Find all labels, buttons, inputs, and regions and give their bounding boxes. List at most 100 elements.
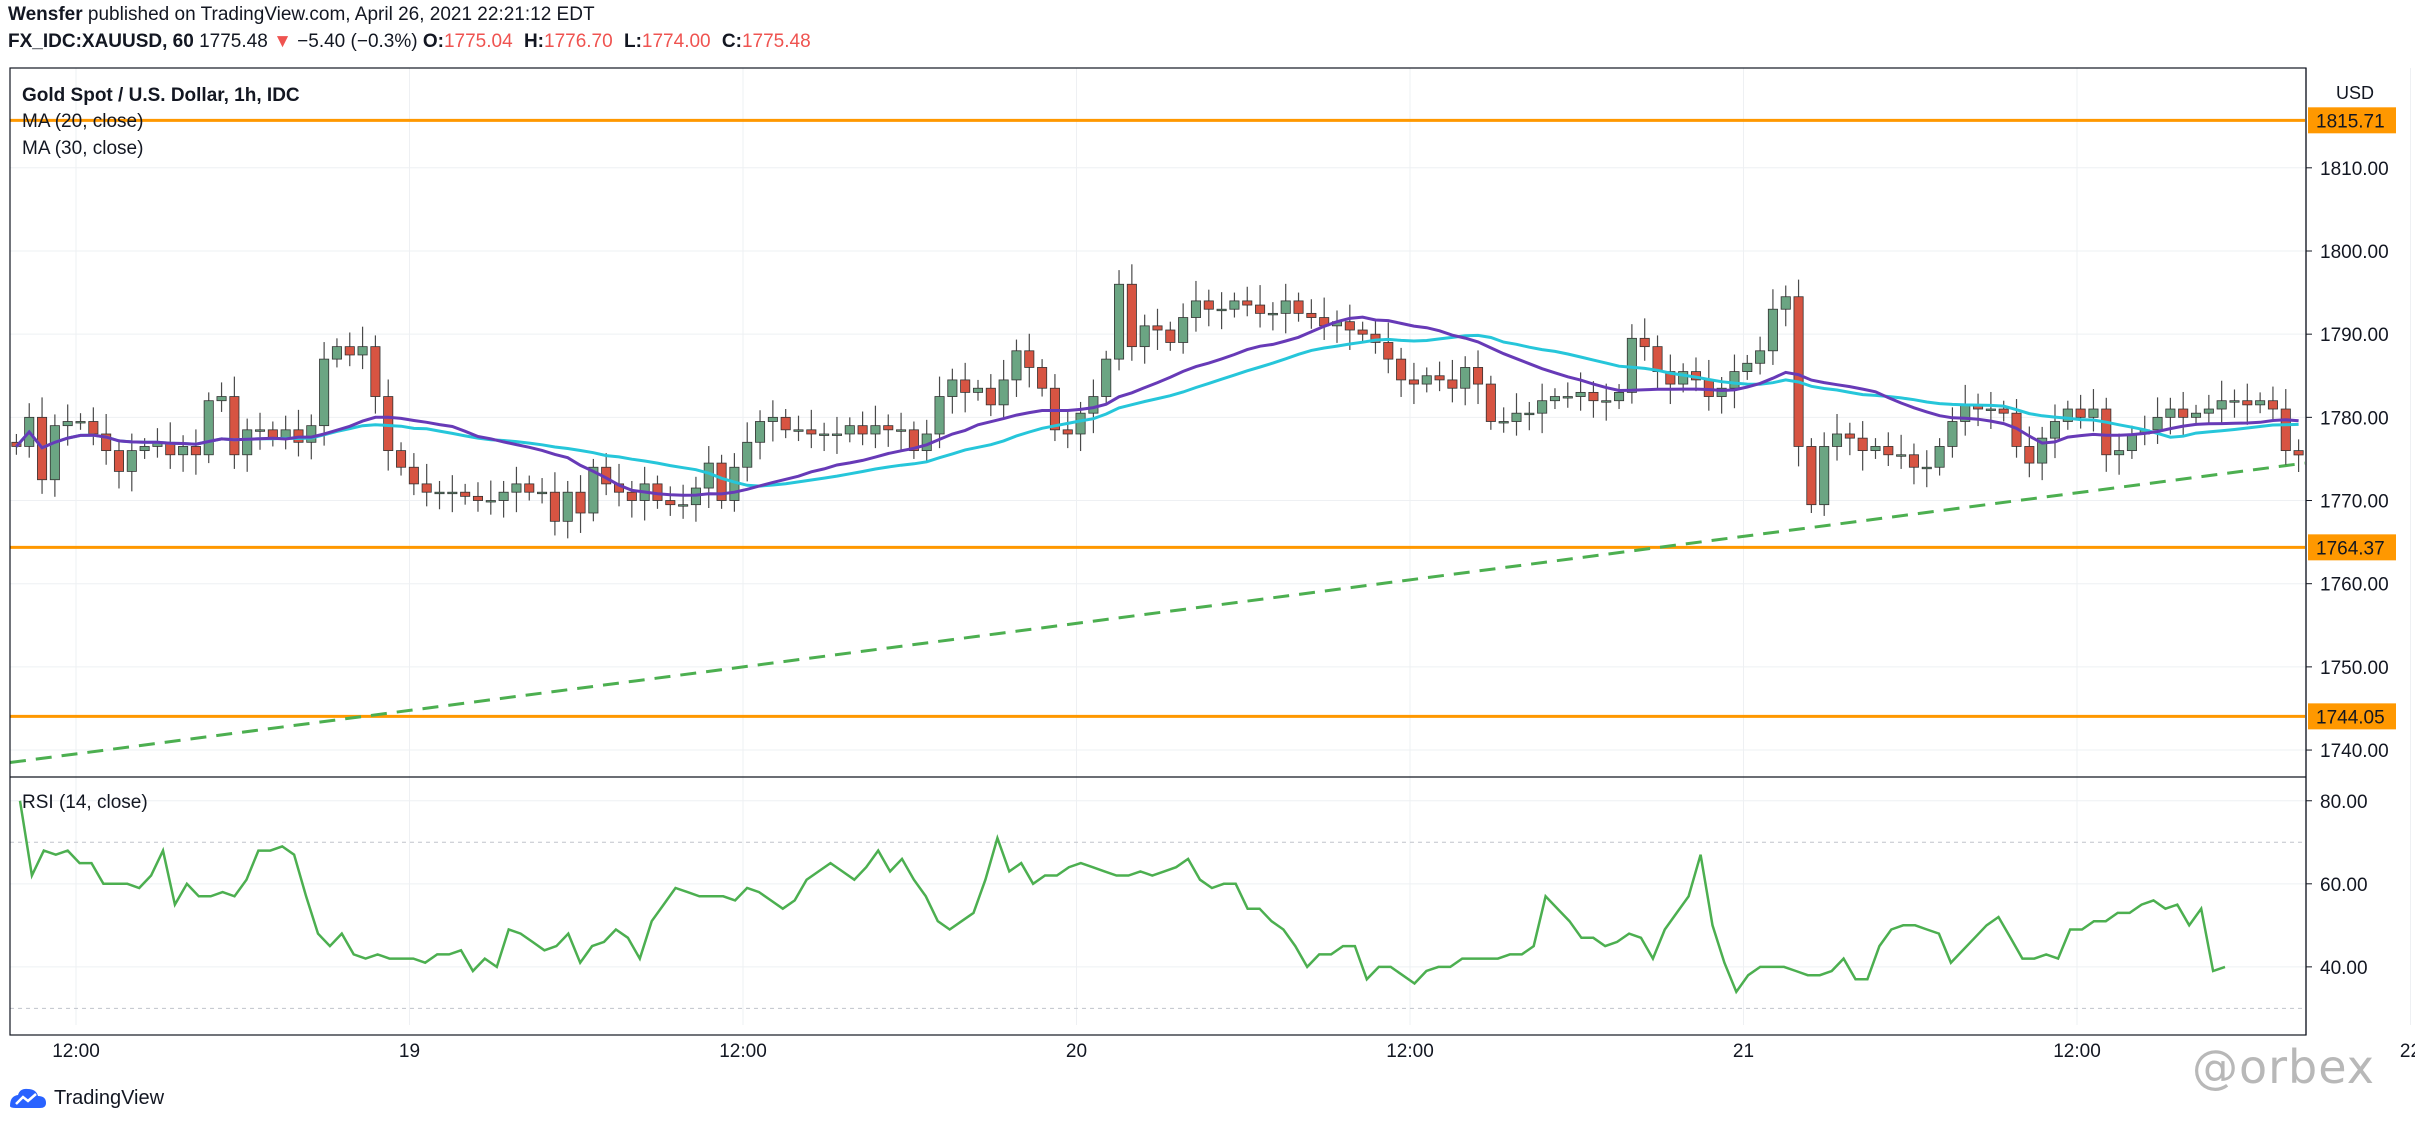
candle-body: [1716, 387, 1727, 397]
candle-body: [1896, 454, 1907, 457]
tradingview-name: TradingView: [54, 1086, 165, 1109]
candle-body: [767, 416, 778, 422]
candle-body: [1396, 358, 1407, 381]
candle-body: [1011, 350, 1022, 381]
candle-body: [1370, 333, 1381, 343]
candle-body: [537, 491, 548, 495]
candle-body: [472, 495, 483, 501]
trendline[interactable]: [9, 461, 2306, 765]
candle-body: [139, 446, 150, 452]
candle-body: [2037, 437, 2048, 464]
candle-body: [1473, 367, 1484, 385]
candle-body: [755, 421, 766, 443]
candle-body: [1139, 325, 1150, 348]
open-label: O:: [422, 31, 444, 52]
candle-body: [1088, 396, 1099, 414]
candle-body: [1383, 342, 1394, 360]
candle-body: [1267, 312, 1278, 316]
candle-body: [1767, 308, 1778, 352]
low-value: 1774.00: [641, 31, 711, 52]
candle-body: [1165, 329, 1176, 343]
candle-body: [1678, 371, 1689, 385]
candle-body: [254, 429, 266, 432]
down-arrow-icon: ▼: [273, 31, 292, 52]
candle-body: [1498, 421, 1509, 424]
candle-body: [716, 462, 727, 501]
level-price-tag: [2308, 107, 2396, 134]
candle-body: [678, 504, 689, 507]
candle-body: [1549, 396, 1560, 402]
candle-body: [101, 433, 112, 452]
level-price-tag: [2308, 703, 2396, 730]
chart-frame: [9, 67, 2307, 1036]
candle-body: [1755, 350, 1766, 364]
legend-ma20: MA (20, close): [22, 111, 143, 132]
candle-body: [1793, 296, 1804, 447]
time-tick-label: 19: [399, 1041, 420, 1062]
tradingview-brand[interactable]: TradingView: [8, 1083, 164, 1113]
candle-body: [1806, 446, 1817, 506]
candle-body: [1126, 283, 1137, 348]
candle-body: [844, 425, 855, 435]
candle-body: [947, 379, 958, 397]
close-label: C:: [721, 31, 742, 52]
candle-body: [319, 358, 330, 427]
candle-body: [985, 387, 996, 406]
candle-body: [1280, 300, 1291, 314]
candle-body: [2049, 421, 2061, 439]
rsi-pane[interactable]: [18, 800, 2226, 995]
candle-body: [1524, 412, 1535, 416]
candle-body: [178, 446, 189, 456]
candle-body: [1062, 429, 1073, 435]
candle-body: [1024, 350, 1035, 368]
close-value: 1775.48: [741, 31, 811, 52]
candle-body: [665, 500, 676, 506]
candle-body: [1408, 379, 1419, 385]
candle-body: [2101, 408, 2112, 456]
candle-body: [2178, 408, 2189, 418]
level-price-label: 1815.71: [2316, 111, 2385, 132]
candle-body: [62, 421, 73, 427]
candle-body: [1306, 312, 1317, 318]
candle-body: [1985, 408, 1996, 411]
candle-body: [2216, 400, 2227, 410]
time-axis[interactable]: 12:001912:002012:002112:002212:002312:00…: [52, 1041, 2415, 1062]
open-value: 1775.04: [443, 31, 513, 52]
candle-body: [934, 396, 945, 435]
horizontal-levels[interactable]: [10, 118, 2305, 718]
candle-body: [2114, 450, 2125, 456]
candle-body: [306, 425, 317, 443]
candle-body: [113, 450, 124, 472]
time-tick-label: 12:00: [52, 1041, 100, 1062]
moving-averages: [15, 315, 2299, 497]
candle-body: [524, 483, 535, 493]
candle-body: [344, 346, 355, 356]
time-tick-label: 12:00: [719, 1041, 767, 1062]
time-tick-label: 12:00: [2053, 1041, 2101, 1062]
rsi-tick-label: 40.00: [2320, 958, 2368, 979]
candle-body: [1460, 367, 1471, 389]
candle-body: [2062, 408, 2073, 422]
candle-body: [1178, 317, 1189, 343]
currency-label: USD: [2336, 83, 2374, 103]
candle-body: [242, 429, 253, 456]
candle-body: [1562, 396, 1573, 399]
candle-body: [1152, 325, 1163, 331]
level-price-tag: [2308, 534, 2396, 561]
candle-body: [49, 425, 60, 481]
publisher-name[interactable]: Wensfer: [8, 4, 83, 25]
candle-body: [870, 425, 881, 435]
candle-body: [1626, 337, 1637, 393]
price-tick-label: 1750.00: [2320, 658, 2389, 679]
candle-body: [2165, 408, 2176, 418]
ma30-line: [15, 333, 2299, 488]
ascending-trendline: [9, 461, 2306, 765]
candle-body: [1114, 283, 1125, 360]
publish-info: Wensfer published on TradingView.com, Ap…: [8, 4, 595, 26]
candle-body: [216, 396, 227, 402]
candlesticks[interactable]: [11, 264, 2304, 539]
candle-body: [1101, 358, 1112, 397]
price-axis[interactable]: 1740.00 1750.00 1760.00 1770.00 1780.00 1790.…: [2306, 107, 2396, 979]
candle-body: [1216, 308, 1227, 312]
